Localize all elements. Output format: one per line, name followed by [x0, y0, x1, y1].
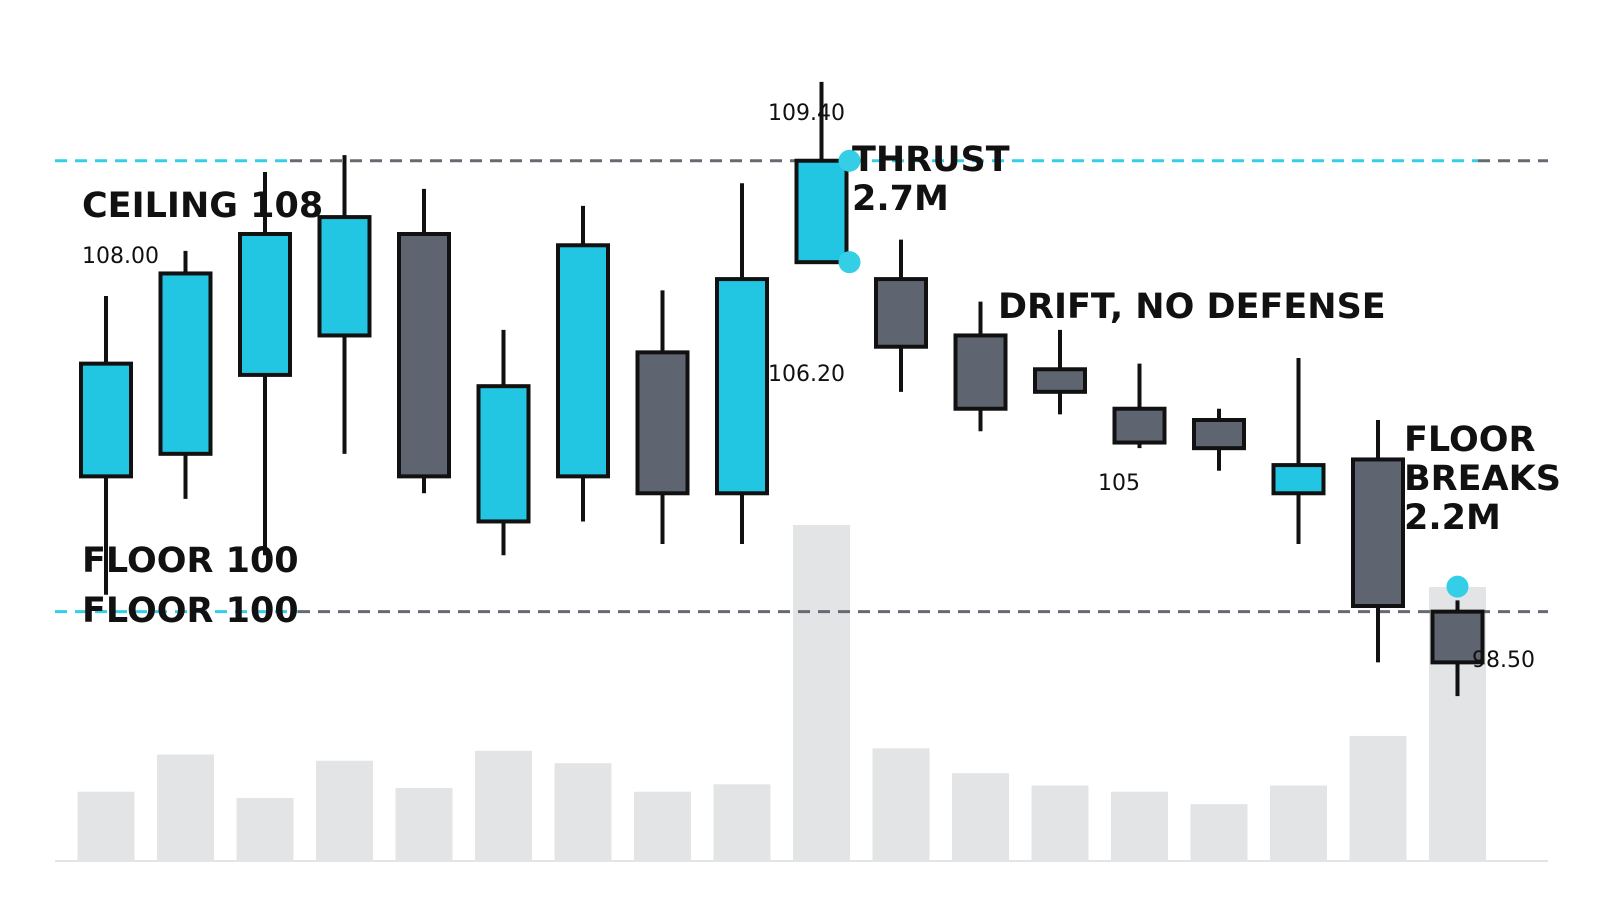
- volume-bar: [395, 788, 453, 860]
- floor-break-volume-label: 2.2M: [1404, 498, 1501, 538]
- markers: [838, 149, 1469, 598]
- thrust-high-label: 109.40: [768, 101, 845, 126]
- volume-bar: [1111, 791, 1168, 860]
- drift-annotation: DRIFT, NO DEFENSE: [998, 287, 1386, 327]
- thrust-label: THRUST: [852, 140, 1010, 180]
- candles: [79, 81, 1485, 697]
- price-label-98-50: 98.50: [1472, 648, 1535, 673]
- price-label-108: 108.00: [82, 244, 159, 269]
- candle-body-down: [1033, 367, 1087, 394]
- thrust-volume-label: 2.7M: [852, 179, 949, 219]
- volume-bar: [554, 763, 612, 860]
- floor-break-marker: [1446, 575, 1469, 598]
- candle-body-down: [1351, 457, 1405, 609]
- thrust-close-marker: [838, 149, 861, 172]
- volume-bar: [157, 754, 214, 860]
- candle-body-down: [1112, 406, 1167, 445]
- floor-break-label-1: FLOOR: [1404, 420, 1535, 460]
- volume-bar: [1190, 804, 1248, 860]
- volume-bar: [872, 748, 930, 860]
- candle-body-up: [158, 271, 213, 456]
- candle-body-up: [317, 215, 372, 338]
- candle-body-up: [794, 158, 849, 265]
- thrust-low-label: 106.20: [768, 362, 845, 387]
- volume-bar: [316, 760, 373, 860]
- candle-body-down: [635, 350, 690, 496]
- candle-body-up: [556, 243, 610, 479]
- floor-break-label-2: BREAKS: [1404, 459, 1561, 499]
- volume-bar: [77, 791, 135, 860]
- volume-bar: [952, 773, 1009, 860]
- price-label-105: 105: [1098, 471, 1140, 496]
- volume-bar: [1270, 785, 1327, 860]
- volume-bar: [634, 791, 691, 860]
- volume-bar: [475, 750, 532, 860]
- candle-body-down: [397, 232, 451, 479]
- candle-body-down: [953, 333, 1008, 411]
- volume-bar: [1031, 785, 1089, 860]
- volume-bar: [1349, 735, 1407, 860]
- candle-body-up: [476, 384, 531, 524]
- candle-body-up: [715, 277, 769, 496]
- volume-bars: [77, 525, 1486, 860]
- price-levels: [55, 159, 1548, 614]
- volume-bar: [236, 797, 294, 860]
- floor-label-upper: FLOOR 100: [82, 541, 299, 581]
- candle-body-up: [238, 232, 292, 377]
- candle-body-up: [79, 361, 133, 479]
- candle-body-down: [1430, 609, 1485, 665]
- candle-body-down: [1192, 418, 1246, 451]
- volume-bar: [793, 525, 850, 860]
- floor-label-lower: FLOOR 100: [82, 591, 299, 631]
- candle-body-up: [1271, 463, 1326, 496]
- thrust-open-marker: [838, 251, 861, 274]
- volume-bar: [713, 784, 771, 860]
- ceiling-label: CEILING 108: [82, 186, 323, 226]
- candle-body-down: [874, 277, 928, 349]
